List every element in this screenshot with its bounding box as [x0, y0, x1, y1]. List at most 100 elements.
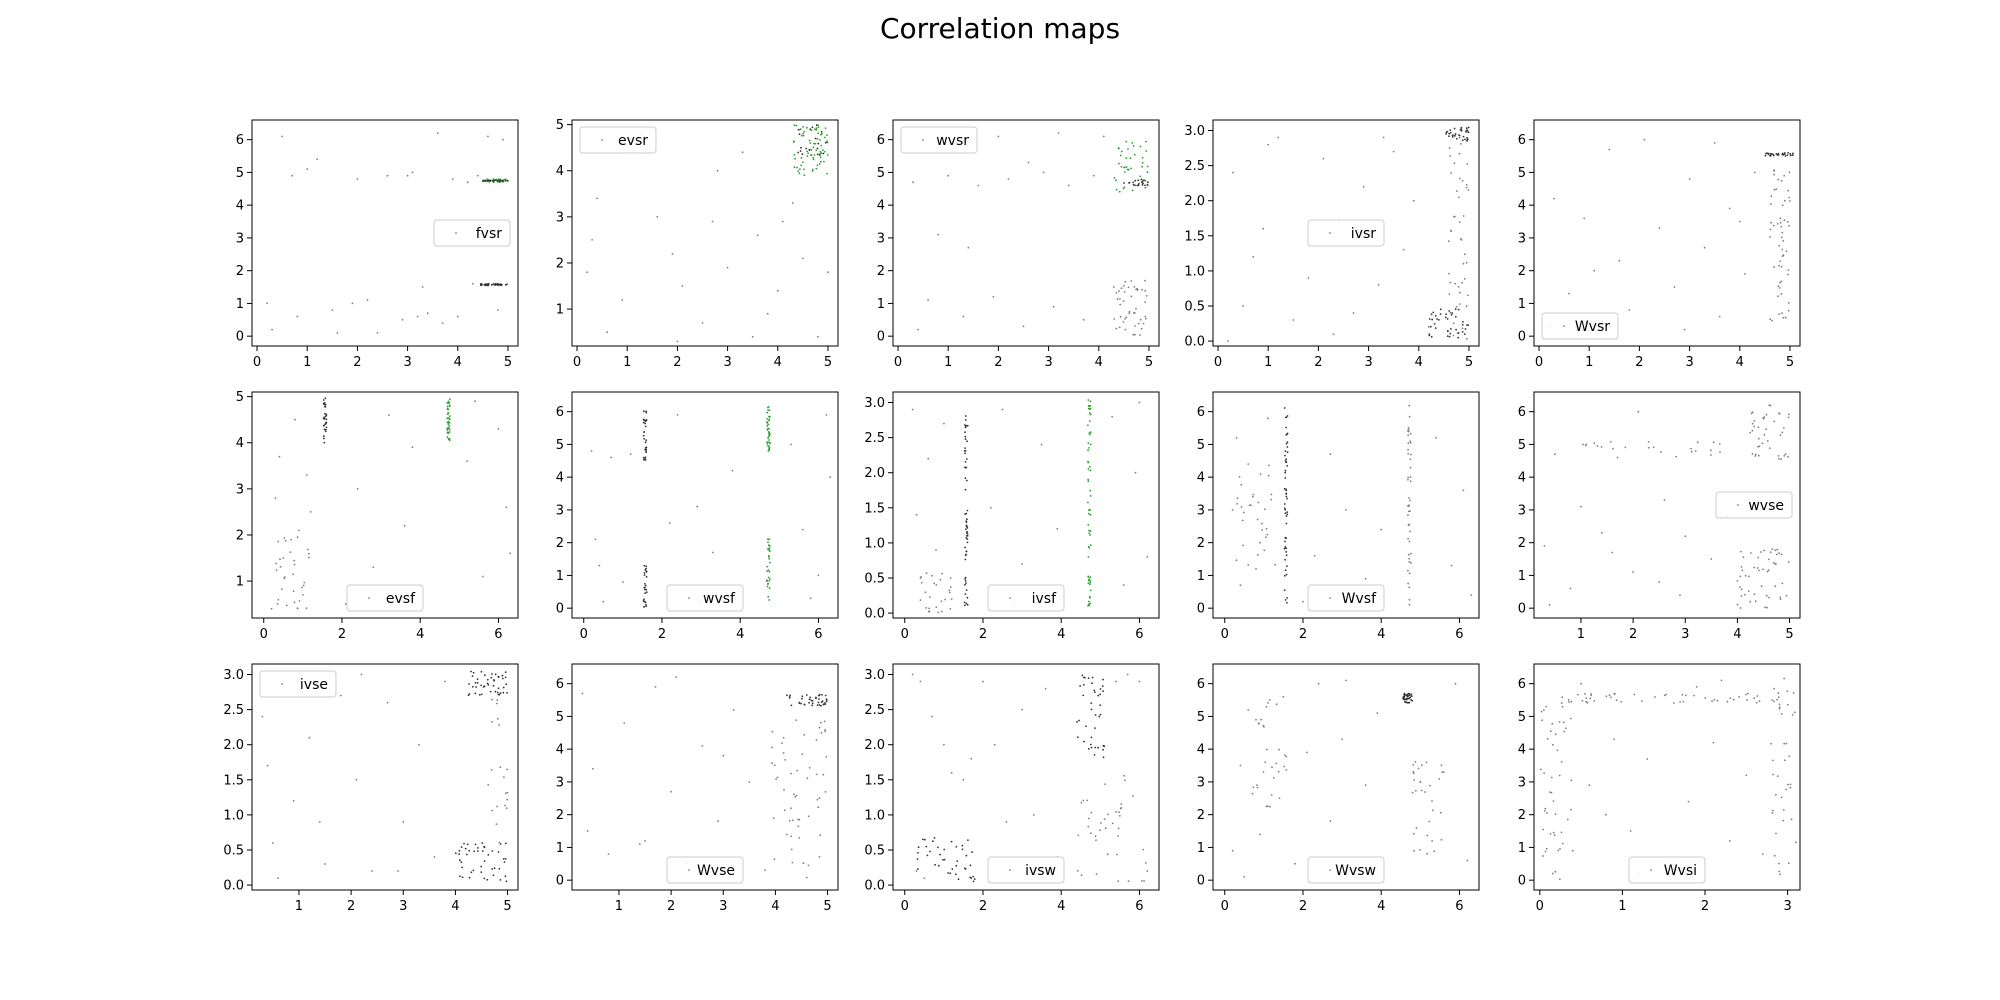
data-point	[1118, 326, 1121, 329]
data-point	[1247, 564, 1250, 566]
data-point	[1403, 695, 1406, 697]
y-tick-label: 2	[556, 256, 564, 271]
data-point	[1774, 549, 1777, 552]
data-point	[821, 700, 824, 703]
data-point	[1740, 595, 1743, 597]
data-point	[1409, 432, 1412, 435]
data-point	[1139, 175, 1142, 178]
data-point	[1778, 457, 1780, 460]
legend-box	[1541, 312, 1619, 340]
data-point	[1079, 685, 1081, 687]
data-point	[1141, 165, 1143, 168]
data-point	[817, 126, 820, 128]
data-point	[1265, 705, 1268, 708]
data-point	[1410, 561, 1412, 564]
data-point	[504, 676, 507, 679]
data-point	[1092, 174, 1095, 177]
data-point	[473, 850, 476, 853]
data-point	[819, 156, 822, 159]
data-point	[1113, 318, 1116, 320]
data-point	[1787, 416, 1790, 419]
data-point	[768, 570, 771, 573]
data-point	[1782, 427, 1785, 429]
data-point	[1284, 558, 1286, 561]
data-point	[1119, 154, 1122, 157]
data-point	[1769, 154, 1772, 157]
data-point	[1115, 811, 1117, 813]
data-point	[1453, 215, 1456, 218]
data-point	[1448, 132, 1450, 135]
data-point	[822, 773, 825, 776]
data-point	[1761, 442, 1764, 445]
data-point	[1259, 473, 1262, 475]
data-point	[966, 596, 969, 599]
data-point	[1087, 748, 1090, 750]
legend-marker	[922, 139, 924, 141]
data-point	[1760, 585, 1763, 588]
data-point	[645, 605, 648, 608]
data-point	[717, 820, 719, 823]
data-point	[964, 868, 967, 870]
y-tick-label: 0.5	[864, 571, 885, 586]
data-point	[767, 595, 770, 598]
data-point	[493, 867, 496, 870]
data-point	[803, 168, 805, 171]
data-point	[973, 878, 976, 880]
data-point	[1776, 548, 1779, 551]
data-point	[1091, 682, 1093, 685]
data-point	[480, 283, 483, 286]
legend-box	[1628, 856, 1706, 884]
data-point	[815, 127, 818, 130]
data-point	[726, 266, 729, 269]
data-point	[1773, 854, 1776, 857]
axes-frame	[571, 391, 839, 619]
data-point	[1745, 774, 1748, 777]
data-point	[1585, 697, 1588, 699]
data-point	[783, 809, 786, 812]
data-point	[1709, 449, 1712, 452]
data-point	[1769, 551, 1772, 554]
data-point	[1409, 440, 1412, 443]
x-tick-label: 2	[338, 627, 346, 642]
data-point	[732, 709, 735, 711]
data-point	[1256, 553, 1259, 556]
data-point	[1118, 814, 1121, 817]
data-point	[324, 863, 326, 865]
data-point	[818, 726, 821, 729]
data-point	[1783, 677, 1785, 680]
data-point	[1785, 594, 1788, 597]
data-point	[325, 414, 328, 417]
data-point	[825, 700, 828, 703]
data-point	[1139, 318, 1142, 321]
data-point	[1261, 529, 1264, 531]
data-point	[1087, 407, 1090, 410]
data-point	[596, 197, 598, 200]
data-point	[1408, 504, 1410, 507]
data-point	[1129, 157, 1132, 160]
data-point	[1461, 323, 1464, 326]
data-point	[1285, 551, 1288, 553]
data-point	[1087, 582, 1090, 585]
data-point	[826, 134, 828, 137]
data-point	[1683, 328, 1686, 331]
data-point	[502, 691, 505, 694]
data-point	[1405, 694, 1408, 697]
data-point	[1089, 530, 1092, 533]
data-point	[1132, 145, 1135, 147]
data-point	[989, 506, 992, 509]
data-point	[308, 736, 311, 739]
data-point	[917, 328, 919, 331]
x-tick-label: 5	[1786, 355, 1794, 370]
data-point	[1588, 784, 1591, 787]
data-point	[1286, 441, 1289, 443]
data-point	[645, 603, 647, 606]
data-point	[1141, 180, 1144, 183]
data-point	[1088, 595, 1091, 598]
data-point	[1091, 676, 1094, 679]
data-point	[676, 340, 679, 343]
data-point	[403, 524, 406, 527]
y-tick-label: 0.0	[223, 879, 244, 894]
data-point	[1776, 775, 1779, 777]
data-point	[993, 743, 996, 746]
data-point	[290, 538, 292, 541]
